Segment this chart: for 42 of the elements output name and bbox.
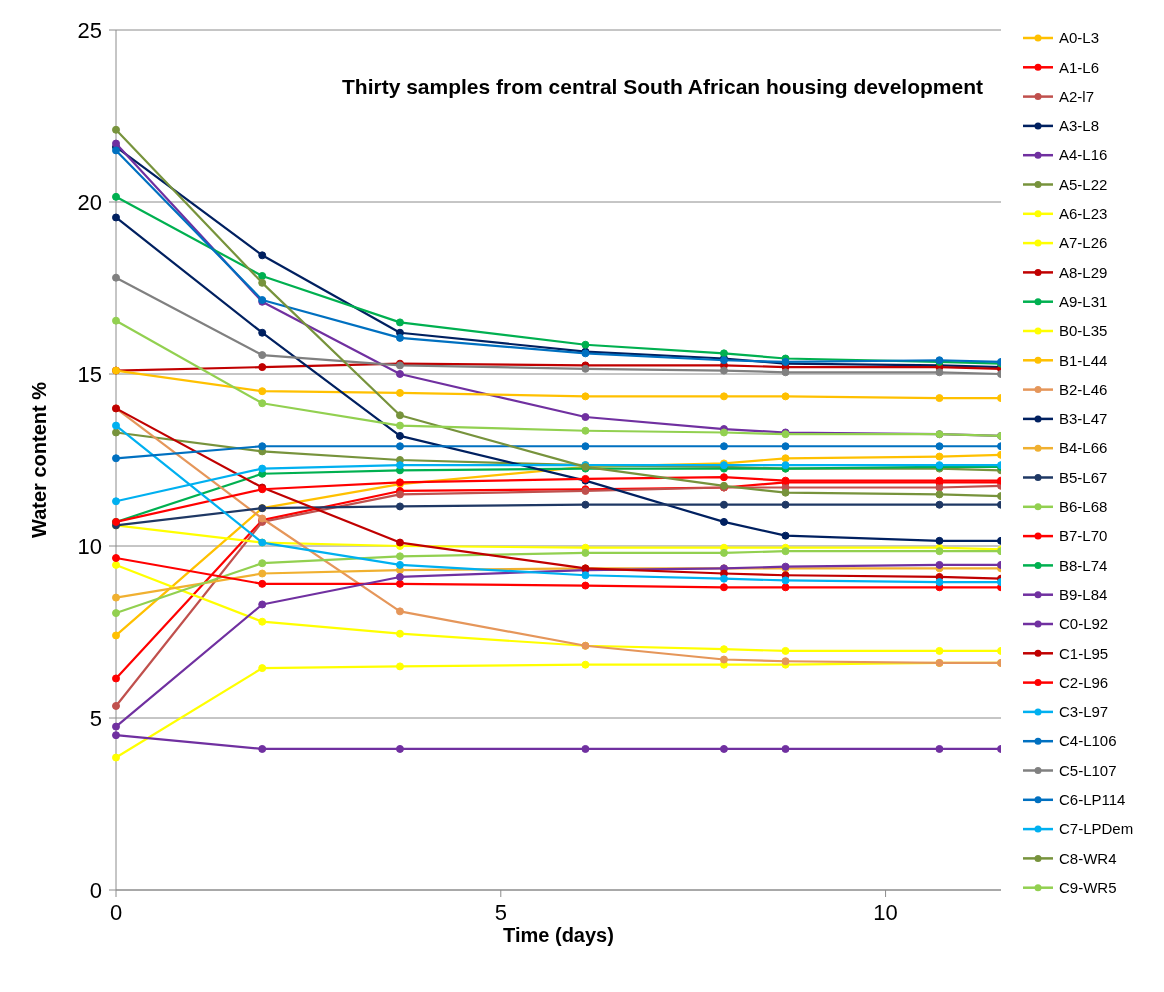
legend-label: A3-L8 xyxy=(1059,117,1100,135)
x-axis-title: Time (days) xyxy=(503,924,614,946)
legend-label: A7-L26 xyxy=(1059,234,1108,252)
legend-label: C2-L96 xyxy=(1059,673,1109,691)
y-tick-label: 25 xyxy=(77,17,102,43)
legend-label: C8-WR4 xyxy=(1059,849,1117,867)
x-tick-label: 5 xyxy=(494,900,507,925)
legend-label: A9-L31 xyxy=(1059,292,1108,310)
y-tick-label: 5 xyxy=(89,705,102,731)
legend-label: B8-L74 xyxy=(1059,556,1108,574)
legend-label: B3-L47 xyxy=(1059,410,1108,428)
legend-label: A1-L6 xyxy=(1059,58,1100,76)
y-tick-label: 20 xyxy=(77,189,102,215)
legend-label: C5-L107 xyxy=(1059,761,1117,779)
legend-label: A5-L22 xyxy=(1059,175,1108,193)
text: Thirty samples from central South African housing development xyxy=(342,75,983,98)
legend-label: B7-L70 xyxy=(1059,527,1108,545)
legend-label: C1-L95 xyxy=(1059,644,1109,662)
legend-label: B5-L67 xyxy=(1059,468,1108,486)
legend-label: C0-L92 xyxy=(1059,615,1109,633)
y-tick-label: 10 xyxy=(77,533,102,559)
x-tick-label: 0 xyxy=(109,900,123,925)
y-tick-label: 15 xyxy=(77,361,102,387)
legend-label: C9-WR5 xyxy=(1059,878,1117,896)
legend-label: A6-L23 xyxy=(1059,205,1108,223)
legend-label: C7-LPDem xyxy=(1059,820,1134,838)
legend-label: B0-L35 xyxy=(1059,322,1108,340)
legend-label: C6-LP114 xyxy=(1059,791,1126,809)
legend-label: A2-l7 xyxy=(1059,87,1095,105)
legend-label: B9-L84 xyxy=(1059,585,1108,603)
legend-label: C3-L97 xyxy=(1059,703,1109,721)
legend-label: A8-L29 xyxy=(1059,263,1108,281)
legend-label: A4-L16 xyxy=(1059,146,1108,164)
legend-label: C4-L106 xyxy=(1059,732,1117,750)
y-tick-label: 0 xyxy=(89,877,102,903)
legend-label: A0-L3 xyxy=(1059,29,1100,47)
y-axis-title: Water content % xyxy=(28,381,50,538)
legend-label: B2-L46 xyxy=(1059,380,1108,398)
legend-label: B6-L68 xyxy=(1059,498,1108,516)
legend-label: B1-L44 xyxy=(1059,351,1108,369)
x-tick-label: 10 xyxy=(873,900,898,925)
legend-label: B4-L66 xyxy=(1059,439,1108,457)
